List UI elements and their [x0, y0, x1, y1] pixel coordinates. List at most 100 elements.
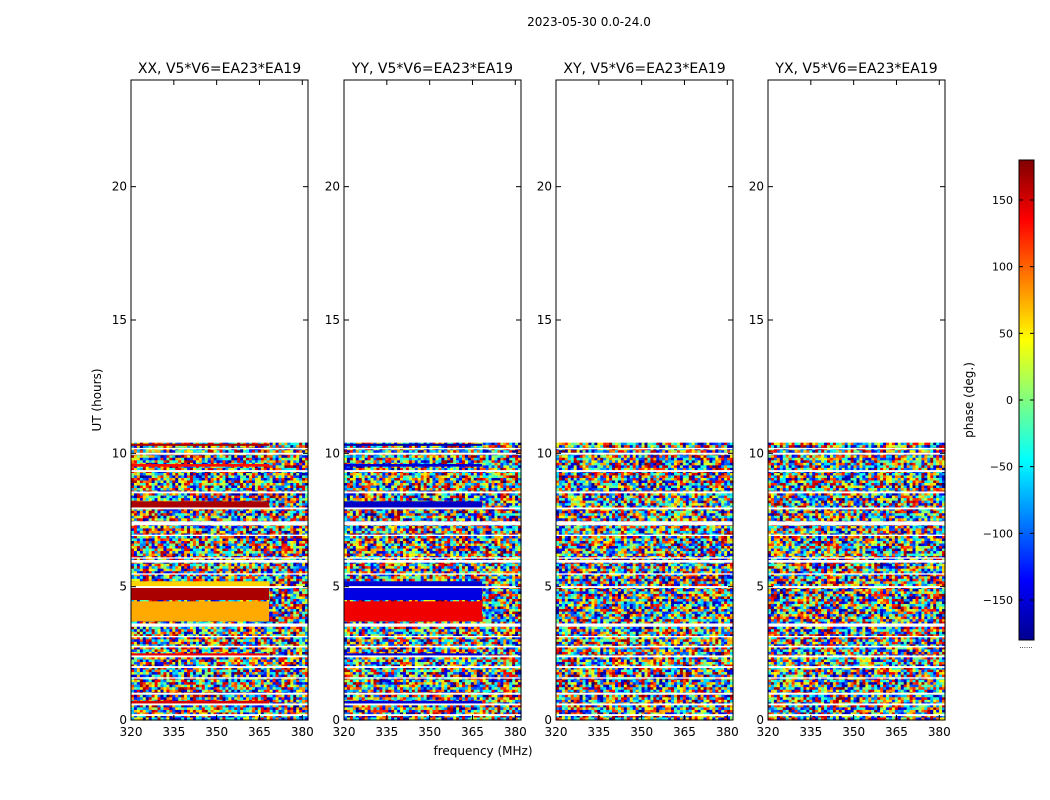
- phase-cell: [195, 538, 200, 542]
- phase-cell: [302, 548, 306, 552]
- phase-cell: [260, 457, 265, 461]
- phase-cell: [260, 540, 265, 545]
- phase-cell: [299, 498, 303, 502]
- phase-cell: [201, 480, 206, 484]
- phase-cell: [275, 505, 280, 509]
- phase-cell: [290, 551, 294, 555]
- phase-cell: [257, 467, 262, 471]
- phase-cell: [184, 573, 188, 577]
- phase-cell: [154, 551, 159, 555]
- phase-cell: [272, 525, 277, 529]
- phase-cell: [184, 450, 188, 454]
- phase-cell: [190, 483, 194, 487]
- phase-cell: [160, 515, 165, 519]
- phase-cell: [172, 498, 176, 502]
- phase-cell: [145, 445, 150, 449]
- phase-cell: [302, 513, 306, 517]
- phase-cell: [305, 568, 309, 572]
- phase-cell: [287, 480, 291, 484]
- phase-cell: [228, 573, 232, 577]
- phase-cell: [131, 477, 135, 482]
- phase-cell: [192, 510, 197, 514]
- phase-cell: [210, 525, 215, 529]
- phase-cell: [234, 551, 238, 555]
- phase-cell: [145, 483, 150, 487]
- phase-cell: [240, 498, 244, 502]
- phase-cell: [275, 480, 280, 484]
- phase-cell: [237, 530, 241, 535]
- phase-cell: [148, 467, 153, 471]
- phase-cell: [204, 465, 209, 469]
- phase-cell: [175, 467, 179, 471]
- phase-cell: [184, 518, 188, 522]
- phase-cell: [249, 571, 253, 575]
- phase-cell: [198, 518, 203, 522]
- phase-cell: [151, 571, 156, 575]
- phase-cell: [305, 583, 309, 587]
- phase-cell: [263, 540, 268, 545]
- phase-cell: [151, 495, 156, 499]
- phase-cell: [296, 515, 300, 519]
- phase-cell: [284, 548, 288, 552]
- phase-cell: [228, 546, 232, 550]
- phase-cell: [281, 460, 285, 464]
- phase-cell: [299, 568, 303, 572]
- phase-cell: [263, 538, 268, 542]
- phase-cell: [278, 503, 283, 507]
- phase-cell: [305, 513, 309, 517]
- phase-cell: [187, 553, 191, 557]
- phase-cell: [269, 583, 274, 587]
- phase-cell: [269, 460, 274, 464]
- phase-cell: [272, 515, 277, 519]
- phase-cell: [246, 551, 250, 555]
- phase-cell: [299, 513, 303, 517]
- phase-cell: [302, 561, 306, 565]
- phase-cell: [272, 472, 277, 477]
- phase-cell: [243, 530, 247, 535]
- phase-cell: [151, 508, 156, 512]
- phase-cell: [222, 498, 226, 502]
- phase-cell: [184, 508, 188, 512]
- phase-cell: [154, 571, 159, 575]
- phase-cell: [204, 510, 209, 514]
- phase-cell: [249, 546, 253, 550]
- phase-cell: [254, 551, 259, 555]
- phase-cell: [299, 535, 303, 540]
- phase-cell: [249, 488, 253, 492]
- phase-cell: [246, 546, 250, 550]
- phase-cell: [254, 576, 259, 580]
- phase-cell: [204, 578, 209, 582]
- phase-cell: [275, 535, 280, 540]
- phase-cell: [225, 450, 229, 454]
- phase-cell: [169, 513, 173, 517]
- phase-cell: [302, 530, 306, 535]
- phase-cell: [260, 578, 265, 582]
- phase-cell: [195, 546, 200, 550]
- phase-cell: [204, 538, 209, 542]
- phase-cell: [281, 510, 285, 514]
- phase-cell: [172, 578, 176, 582]
- phase-cell: [142, 480, 147, 484]
- phase-cell: [299, 472, 303, 477]
- phase-cell: [263, 493, 268, 497]
- phase-cell: [302, 583, 306, 587]
- phase-cell: [275, 515, 280, 519]
- phase-cell: [254, 467, 259, 471]
- phase-cell: [163, 551, 167, 555]
- phase-cell: [172, 488, 176, 492]
- phase-cell: [210, 543, 215, 547]
- phase-cell: [139, 483, 144, 487]
- phase-cell: [175, 528, 179, 532]
- phase-cell: [284, 477, 288, 482]
- phase-cell: [278, 530, 283, 535]
- phase-cell: [133, 515, 138, 519]
- phase-cell: [131, 530, 135, 535]
- phase-cell: [160, 498, 165, 502]
- phase-cell: [219, 576, 224, 580]
- phase-cell: [175, 472, 179, 477]
- phase-cell: [305, 546, 309, 550]
- phase-cell: [254, 485, 259, 489]
- phase-cell: [305, 591, 309, 595]
- phase-cell: [296, 485, 300, 489]
- phase-cell: [222, 538, 226, 542]
